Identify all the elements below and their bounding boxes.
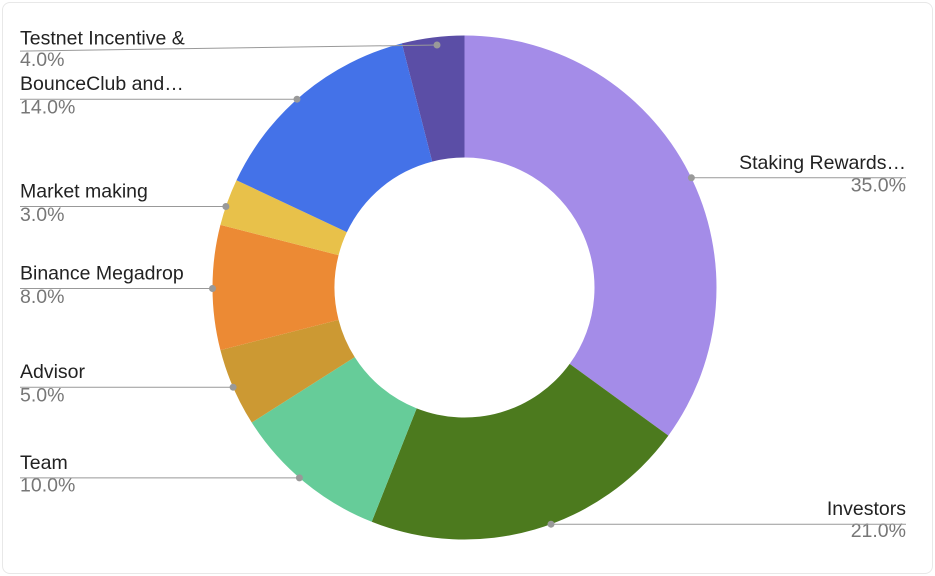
svg-text:21.0%: 21.0% [851,520,906,542]
svg-text:5.0%: 5.0% [20,385,64,407]
svg-text:Advisor: Advisor [20,361,86,383]
svg-text:BounceClub and…: BounceClub and… [20,73,184,95]
svg-text:Staking Rewards…: Staking Rewards… [739,152,906,174]
svg-text:Testnet Incentive &: Testnet Incentive & [20,28,185,50]
svg-text:4.0%: 4.0% [20,49,64,71]
svg-text:8.0%: 8.0% [20,286,64,308]
svg-text:3.0%: 3.0% [20,204,64,226]
svg-text:Binance Megadrop: Binance Megadrop [20,263,184,285]
svg-text:Market making: Market making [20,181,148,203]
svg-text:14.0%: 14.0% [20,97,75,119]
svg-text:Team: Team [20,452,68,474]
svg-text:Investors: Investors [827,498,906,520]
